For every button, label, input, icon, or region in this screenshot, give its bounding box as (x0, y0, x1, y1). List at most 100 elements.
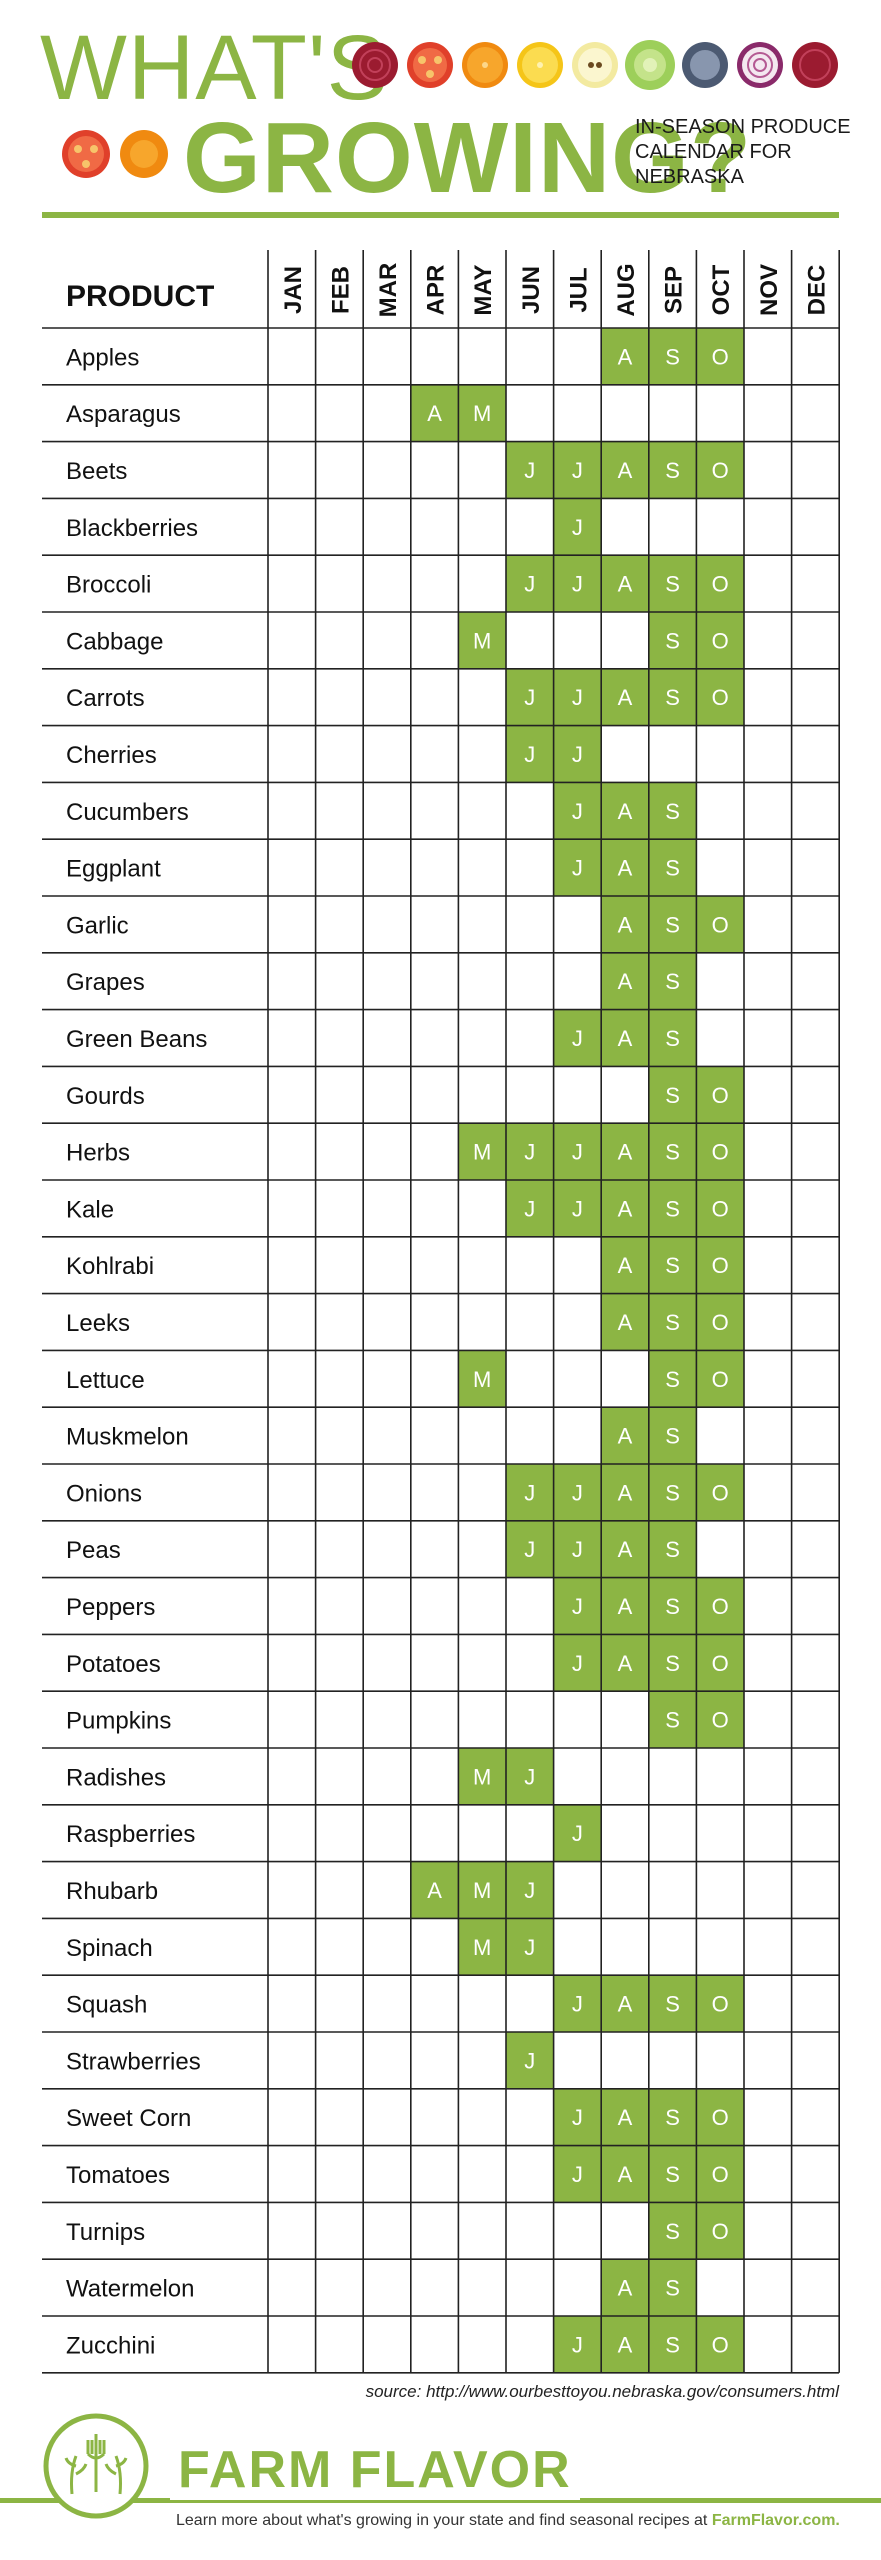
in-season-cell (648, 1293, 697, 1351)
in-season-cell (696, 1123, 744, 1180)
in-season-letter: O (712, 572, 729, 597)
product-name: Squash (66, 1992, 147, 2019)
product-name: Garlic (66, 912, 129, 939)
month-header: MAY (470, 264, 497, 315)
in-season-cell (648, 2088, 697, 2146)
tomato-slice-icon (407, 42, 453, 88)
in-season-letter: S (665, 1367, 680, 1392)
in-season-cell (458, 612, 506, 669)
farmflavor-link[interactable]: FarmFlavor.com. (711, 2512, 840, 2529)
in-season-cell (601, 2145, 649, 2203)
in-season-cell (601, 1634, 649, 1692)
product-name: Beets (66, 458, 127, 485)
in-season-cell (553, 555, 602, 612)
product-name: Pumpkins (66, 1708, 171, 1735)
in-season-letter: A (618, 1196, 633, 1221)
month-header: FEB (327, 266, 354, 314)
in-season-cell (458, 1918, 506, 1976)
product-name: Apples (66, 344, 139, 371)
in-season-letter: J (572, 458, 583, 483)
in-season-letter: S (665, 1026, 680, 1051)
produce-calendar-table: A S O A M J J A S O J J J A S O M S O J J A S O J J J A S J A S A S O A S J A S… (42, 250, 841, 2374)
in-season-letter: J (572, 572, 583, 597)
product-name: Cherries (66, 742, 157, 769)
in-season-cell (648, 612, 697, 669)
in-season-letter: J (572, 856, 583, 881)
in-season-letter: S (665, 628, 680, 653)
in-season-cell (648, 1975, 697, 2032)
in-season-letter: J (524, 1764, 535, 1789)
in-season-cell (553, 1577, 602, 1635)
in-season-letter: O (712, 2332, 729, 2357)
in-season-cell (553, 2088, 602, 2146)
product-name: Eggplant (66, 856, 161, 883)
in-season-letter: S (665, 1424, 680, 1449)
in-season-letter: A (618, 969, 633, 994)
month-header: AUG (613, 263, 640, 316)
in-season-letter: A (618, 572, 633, 597)
in-season-letter: O (712, 1253, 729, 1278)
month-header: OCT (708, 264, 735, 315)
in-season-cell (601, 2259, 649, 2316)
in-season-letter: J (572, 2105, 583, 2130)
in-season-letter: J (572, 1594, 583, 1619)
in-season-cell (553, 782, 602, 840)
product-name: Muskmelon (66, 1424, 189, 1451)
in-season-cell (648, 2259, 697, 2316)
in-season-letter: M (473, 1140, 491, 1165)
in-season-letter: A (618, 2332, 633, 2357)
product-name: Watermelon (66, 2276, 194, 2303)
in-season-letter: S (665, 1651, 680, 1676)
in-season-letter: A (618, 799, 633, 824)
in-season-letter: J (572, 2332, 583, 2357)
in-season-letter: J (524, 458, 535, 483)
beet-slice-icon (352, 42, 398, 88)
product-name: Leeks (66, 1310, 130, 1337)
in-season-cell (458, 1748, 506, 1805)
lemon-slice-icon (517, 42, 563, 88)
in-season-letter: S (665, 1594, 680, 1619)
product-name: Sweet Corn (66, 2105, 191, 2132)
in-season-letter: J (572, 1537, 583, 1562)
in-season-cell (601, 896, 649, 953)
in-season-letter: O (712, 2162, 729, 2187)
product-name: Potatoes (66, 1651, 161, 1678)
in-season-cell (553, 1464, 602, 1521)
product-name: Strawberries (66, 2048, 201, 2075)
in-season-cell (601, 1293, 649, 1351)
in-season-letter: J (524, 1537, 535, 1562)
in-season-cell (553, 2145, 602, 2203)
in-season-cell (648, 1691, 697, 1748)
in-season-cell (696, 1236, 744, 1294)
in-season-cell (696, 2088, 744, 2146)
in-season-letter: A (618, 1253, 633, 1278)
in-season-letter: J (572, 1480, 583, 1505)
in-season-cell (458, 1123, 506, 1180)
in-season-letter: J (572, 1992, 583, 2017)
in-season-letter: S (665, 856, 680, 881)
in-season-letter: A (618, 1651, 633, 1676)
in-season-cell (696, 1066, 744, 1124)
in-season-cell (553, 1009, 602, 1067)
in-season-cell (506, 1464, 554, 1521)
in-season-cell (648, 952, 697, 1010)
in-season-cell (601, 1464, 649, 1521)
in-season-letter: S (665, 572, 680, 597)
in-season-cell (648, 328, 697, 385)
product-name: Broccoli (66, 572, 151, 599)
in-season-cell (458, 1350, 506, 1408)
in-season-cell (553, 1520, 602, 1578)
in-season-cell (648, 839, 697, 896)
in-season-letter: J (572, 685, 583, 710)
farm-flavor-logo-icon (43, 2413, 149, 2519)
in-season-letter: O (712, 344, 729, 369)
in-season-letter: M (473, 1764, 491, 1789)
month-header: APR (423, 265, 450, 316)
product-name: Tomatoes (66, 2162, 170, 2189)
product-name: Blackberries (66, 515, 198, 542)
product-name: Onions (66, 1480, 142, 1507)
in-season-cell (648, 2202, 697, 2260)
in-season-cell (601, 2316, 649, 2373)
in-season-letter: A (618, 344, 633, 369)
in-season-cell (506, 1918, 554, 1976)
